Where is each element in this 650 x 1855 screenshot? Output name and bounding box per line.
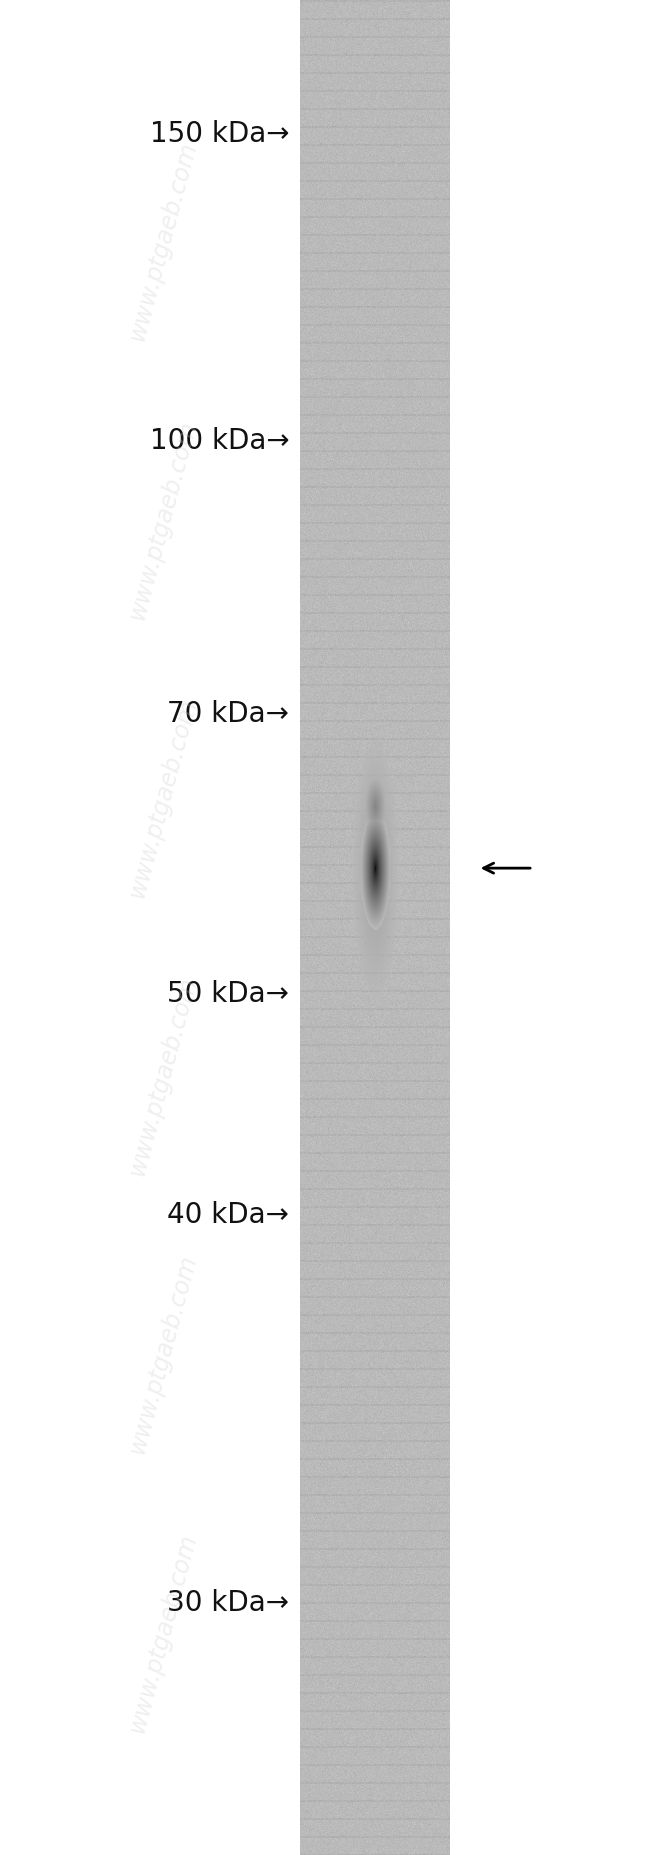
Text: www.ptgaeb.com: www.ptgaeb.com — [124, 974, 201, 1178]
Text: www.ptgaeb.com: www.ptgaeb.com — [124, 139, 201, 343]
Text: 70 kDa→: 70 kDa→ — [168, 699, 289, 729]
Text: www.ptgaeb.com: www.ptgaeb.com — [124, 696, 201, 900]
Text: 40 kDa→: 40 kDa→ — [168, 1200, 289, 1230]
Text: 50 kDa→: 50 kDa→ — [168, 979, 289, 1009]
Text: 150 kDa→: 150 kDa→ — [150, 119, 289, 148]
Text: www.ptgaeb.com: www.ptgaeb.com — [124, 1530, 201, 1734]
Text: 100 kDa→: 100 kDa→ — [150, 427, 289, 456]
Text: www.ptgaeb.com: www.ptgaeb.com — [124, 1252, 201, 1456]
Text: www.ptgaeb.com: www.ptgaeb.com — [124, 417, 201, 621]
Text: 30 kDa→: 30 kDa→ — [167, 1588, 289, 1618]
